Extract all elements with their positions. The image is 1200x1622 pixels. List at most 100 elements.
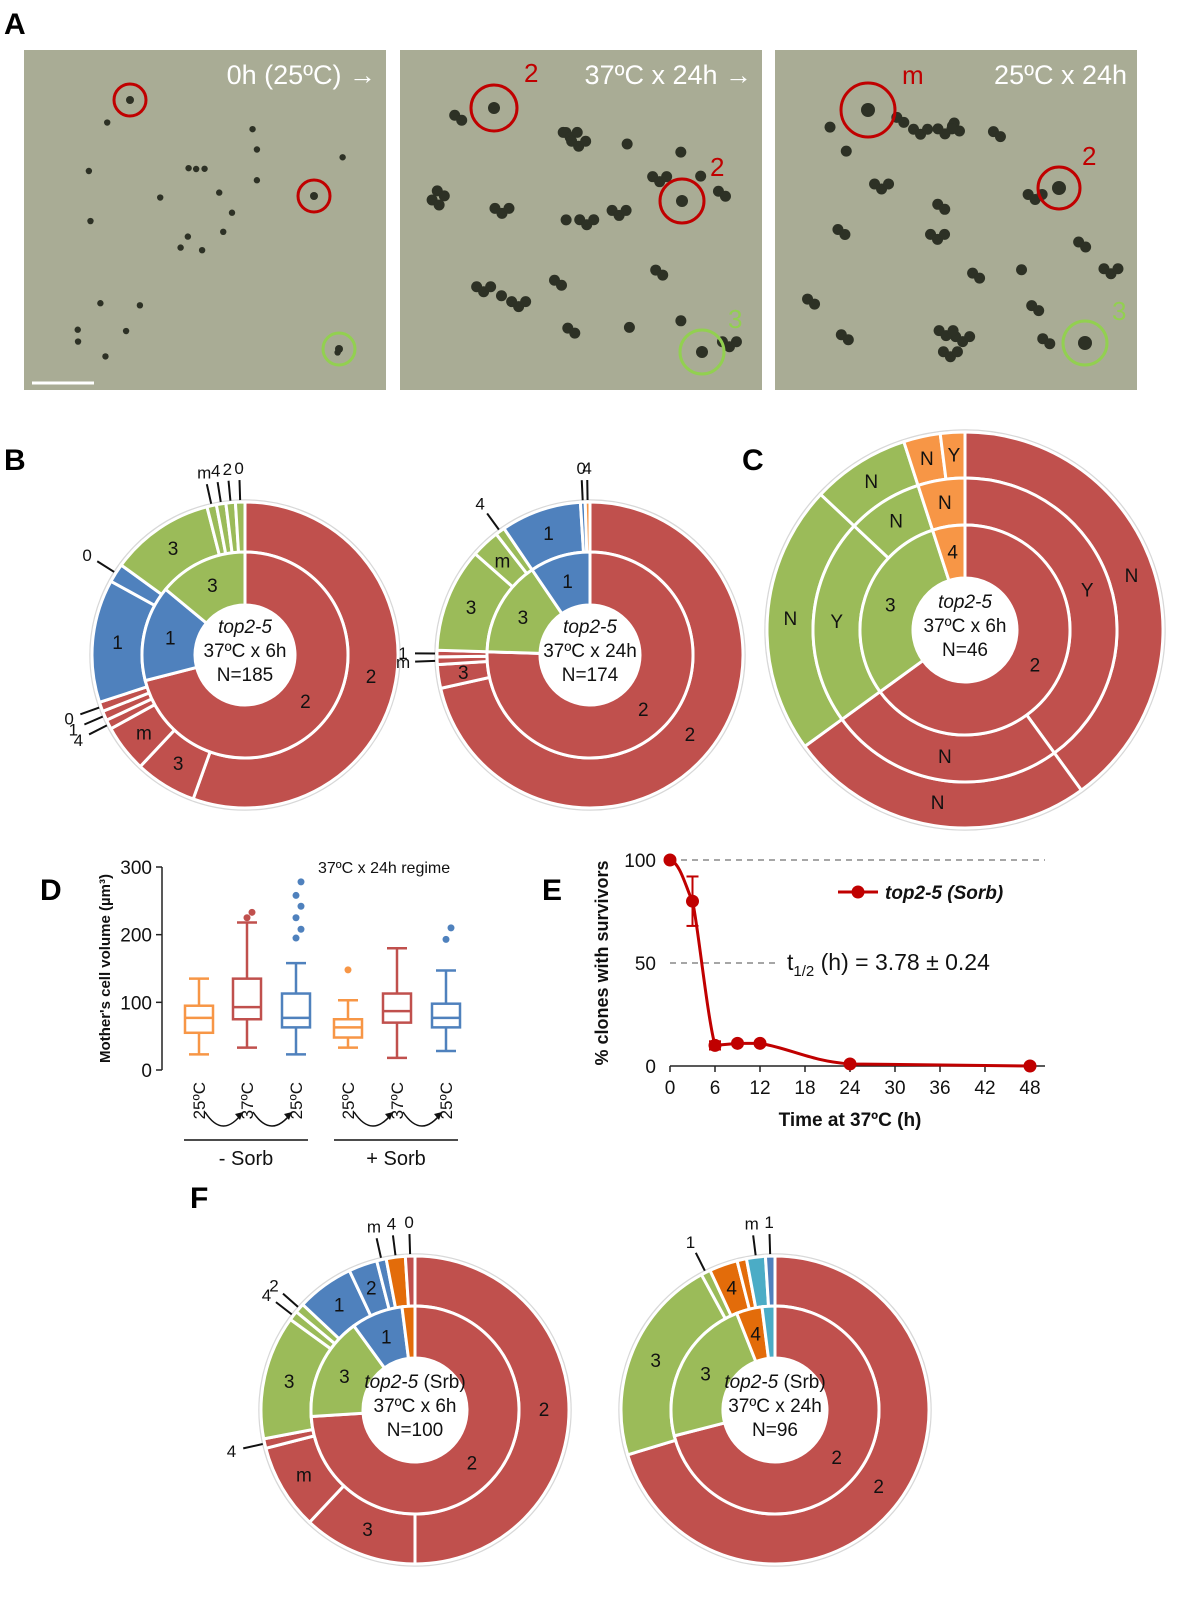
- d-note: 37ºC x 24h regime: [318, 860, 450, 877]
- f-right-outer-callout-label: m: [745, 1214, 759, 1233]
- d-box-rect: [430, 1002, 462, 1029]
- cell-dot: [556, 279, 568, 291]
- cell-dot: [310, 192, 318, 200]
- b-right-inner-segment: [485, 550, 695, 760]
- tracked-cell-circle: [1036, 165, 1082, 211]
- e-x-tick-label: 30: [884, 1078, 905, 1099]
- f-left-outer-callout-label: 4: [227, 1442, 236, 1461]
- cell-dot: [922, 123, 934, 135]
- d-y-axis-label: Mother's cell volume (µm³): [97, 874, 114, 1063]
- b-right-outer-callout-line: [486, 512, 500, 531]
- panel-letter-b: B: [4, 444, 26, 477]
- c-ring-2-label: N: [783, 609, 797, 630]
- d-outlier: [248, 908, 256, 916]
- d-outlier: [292, 891, 300, 899]
- f-right-outer-callout-line: [768, 1234, 772, 1255]
- cell-dot: [947, 325, 959, 337]
- f-right-inner-segment: [669, 1311, 758, 1438]
- c-ring-0-label: 2: [1030, 656, 1041, 677]
- cell-dot: [1033, 305, 1045, 317]
- f-right-outer-callout-line: [694, 1252, 706, 1272]
- b-right-outer-segment: [583, 500, 592, 554]
- cell-dot: [74, 338, 82, 345]
- d-outlier: [447, 924, 455, 932]
- f-left-outer-callout-label: m: [367, 1218, 381, 1237]
- d-arrow-head: [235, 1112, 243, 1120]
- f-left-outer-callout-line: [275, 1301, 293, 1316]
- cell-dot: [198, 246, 206, 254]
- cell-dot: [621, 138, 633, 150]
- b-right-center-text: top2-5: [563, 617, 617, 638]
- b-right-outer-label: m: [494, 552, 510, 573]
- f-left-center-text: top2-5 (Srb): [364, 1372, 465, 1393]
- b-right-inner-label: 3: [518, 608, 529, 629]
- e-x-tick-label: 24: [839, 1078, 861, 1099]
- b-left-outer-callout-label: 2: [223, 460, 232, 479]
- b-left-outer-callout-label: 0: [82, 546, 91, 565]
- cell-dot: [126, 96, 134, 104]
- b-right-inner-label: 1: [562, 572, 573, 593]
- cell-dot: [620, 204, 632, 216]
- d-y-tick-label: 200: [120, 926, 152, 947]
- d-box-rect: [183, 1004, 215, 1035]
- cell-dot: [104, 119, 111, 126]
- f-left-center-text: N=100: [387, 1420, 444, 1441]
- division-mark: 2: [710, 152, 724, 182]
- e-y-tick-label: 100: [624, 851, 656, 872]
- e-half-life-t: t: [787, 949, 794, 975]
- e-x-tick-label: 36: [929, 1078, 950, 1099]
- cell-dot: [185, 164, 192, 172]
- b-left-outer-callout-line: [216, 481, 222, 503]
- d-box: 37ºC: [381, 946, 413, 1119]
- f-left-outer-callout-label: 2: [269, 1277, 278, 1296]
- cell-dot: [675, 146, 687, 158]
- c-ring-2-label: N: [920, 449, 934, 470]
- tracked-cell-circle: [321, 331, 357, 367]
- e-legend-label: top2-5 (Sorb): [885, 883, 1003, 904]
- b-left-center-text: N=185: [217, 665, 274, 686]
- f-left-outer-callout-label: 4: [387, 1214, 396, 1233]
- e-data-point: [753, 1036, 767, 1050]
- b-right-outer-callout-label: 4: [582, 459, 591, 478]
- c-ring-2-label: N: [864, 472, 878, 493]
- cell-dot: [433, 199, 445, 211]
- d-box: 25ºC: [332, 966, 364, 1119]
- d-box: 25ºC: [183, 977, 215, 1119]
- b-left-outer-label: 2: [366, 667, 377, 688]
- cell-dot: [184, 233, 192, 240]
- e-half-life-sub: 1/2: [793, 963, 814, 980]
- tracked-cell-circle: [296, 178, 332, 214]
- cell-dot: [730, 336, 742, 348]
- cell-dot: [696, 346, 708, 358]
- f-left-inner-label: 1: [381, 1327, 392, 1348]
- f-right-outer-callout-line: [752, 1235, 757, 1256]
- c-center-text: N=46: [942, 640, 988, 661]
- f-left-inner-segment: [400, 1304, 417, 1361]
- f-left-inner-segment: [309, 1304, 521, 1516]
- f-left-outer-callout-line: [408, 1234, 412, 1255]
- b-left-outer-label: 1: [112, 633, 123, 654]
- e-data-point: [843, 1057, 857, 1071]
- b-right-rim: [434, 499, 746, 811]
- b-left-outer-segment: [233, 500, 247, 554]
- b-left-inner-segment: [163, 550, 247, 626]
- cell-dot: [136, 302, 144, 309]
- d-box: 25ºC: [430, 924, 462, 1119]
- cell-dot: [842, 334, 854, 346]
- c-ring-1-label: Y: [1081, 580, 1094, 601]
- d-arrow-head: [434, 1112, 442, 1120]
- cell-dot: [102, 353, 109, 360]
- c-center-text: 37ºC x 6h: [924, 616, 1007, 637]
- cell-dot: [520, 296, 532, 308]
- b-right-center-text: N=174: [562, 665, 619, 686]
- panel-d-boxplot: 0 100 200 300 Mother's cell volume (µm³) 37ºC…: [97, 858, 462, 1170]
- b-right-outer-callout-line: [580, 480, 584, 501]
- b-left-inner-label: 1: [165, 628, 176, 649]
- cell-dot: [883, 178, 895, 190]
- c-ring-1-label: N: [889, 512, 903, 533]
- d-arrow-head: [385, 1112, 393, 1120]
- panel-letter-c: C: [742, 444, 764, 477]
- f-right-inner-label: 4: [750, 1324, 761, 1345]
- cell-dot: [122, 327, 130, 335]
